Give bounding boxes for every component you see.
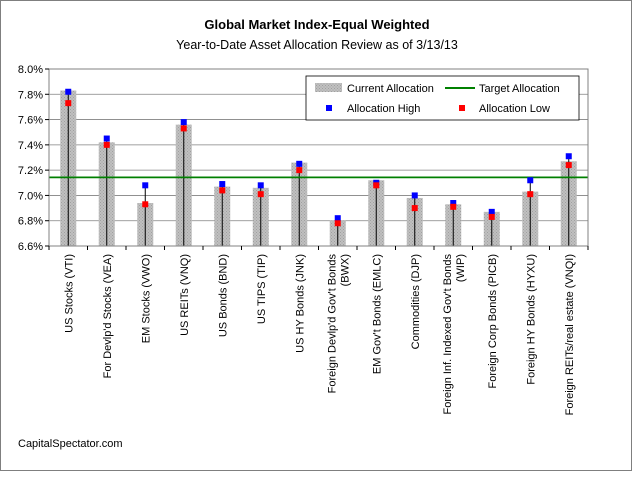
x-category-label: Foreign Devlp'd Gov't Bonds bbox=[326, 254, 338, 394]
marker-allocation-high bbox=[527, 177, 534, 184]
marker-allocation-low bbox=[334, 220, 341, 227]
marker-allocation-low bbox=[488, 213, 495, 220]
chart-subtitle: Year-to-Date Asset Allocation Review as … bbox=[176, 38, 458, 52]
y-tick-label: 7.4% bbox=[18, 140, 43, 152]
y-tick-label: 6.8% bbox=[18, 216, 43, 228]
x-category-label: For Devlp'd Stocks (VEA) bbox=[102, 254, 114, 378]
marker-allocation-high bbox=[142, 182, 149, 189]
chart-title: Global Market Index-Equal Weighted bbox=[204, 17, 429, 32]
x-category-label: EM Stocks (VWO) bbox=[140, 254, 152, 343]
marker-allocation-low bbox=[450, 203, 457, 210]
legend-label-allocation-high: Allocation High bbox=[347, 103, 420, 115]
marker-allocation-high bbox=[565, 153, 572, 160]
y-tick-label: 7.0% bbox=[18, 190, 43, 202]
legend: Current Allocation Target Allocation All… bbox=[305, 75, 580, 121]
legend-box bbox=[305, 75, 580, 121]
legend-swatch-current-allocation bbox=[315, 83, 342, 92]
x-category-label: Foreign Inf. Indexed Gov't Bonds bbox=[442, 254, 454, 415]
marker-allocation-high bbox=[334, 215, 341, 222]
x-category-label: US TIPS (TIP) bbox=[256, 254, 268, 324]
marker-allocation-low bbox=[103, 141, 110, 148]
axis-layer: 6.6% 6.8% 7.0% 7.2% 7.4% 7.6% 7.8% 8.0% US Stock… bbox=[18, 64, 589, 415]
marker-allocation-low bbox=[296, 167, 303, 174]
marker-allocation-high bbox=[180, 119, 187, 126]
marker-allocation-low bbox=[180, 125, 187, 132]
x-category-label: EM Gov't Bonds (EMLC) bbox=[371, 254, 383, 374]
marker-allocation-low bbox=[219, 187, 226, 194]
x-category-label: Foreign Corp Bonds (PICB) bbox=[487, 254, 499, 389]
x-category-label: Foreign REITs/real estate (VNQI) bbox=[564, 254, 576, 415]
x-category-label: (BWX) bbox=[339, 254, 351, 286]
marker-allocation-high bbox=[103, 135, 110, 142]
marker-allocation-high bbox=[65, 88, 72, 95]
x-category-label: US REITs (VNQ) bbox=[179, 254, 191, 336]
marker-allocation-high bbox=[257, 182, 264, 189]
y-tick-label: 6.6% bbox=[18, 241, 43, 253]
marker-allocation-high bbox=[450, 200, 457, 207]
x-category-label: US Stocks (VTI) bbox=[63, 254, 75, 333]
x-category-label: Foreign HY Bonds (HYXU) bbox=[525, 254, 537, 385]
marker-allocation-low bbox=[565, 162, 572, 169]
legend-swatch-allocation-high bbox=[326, 105, 332, 111]
bar-layer bbox=[60, 90, 577, 246]
y-tick-label: 8.0% bbox=[18, 64, 43, 76]
y-tick-label: 7.8% bbox=[18, 89, 43, 101]
marker-allocation-low bbox=[373, 182, 380, 189]
x-category-label: US HY Bonds (JNK) bbox=[294, 254, 306, 353]
x-category-label: (WIP) bbox=[455, 254, 467, 282]
marker-allocation-high bbox=[411, 192, 418, 199]
source-credit: CapitalSpectator.com bbox=[18, 438, 123, 450]
marker-allocation-high bbox=[219, 181, 226, 188]
marker-allocation-low bbox=[257, 191, 264, 198]
legend-label-current-allocation: Current Allocation bbox=[347, 83, 434, 95]
legend-label-target-allocation: Target Allocation bbox=[479, 83, 560, 95]
legend-label-allocation-low: Allocation Low bbox=[479, 103, 550, 115]
marker-allocation-high bbox=[488, 208, 495, 215]
marker-allocation-low bbox=[527, 191, 534, 198]
marker-allocation-low bbox=[411, 205, 418, 212]
legend-swatch-allocation-low bbox=[459, 105, 465, 111]
x-category-label: US Bonds (BND) bbox=[217, 254, 229, 337]
y-tick-label: 7.2% bbox=[18, 165, 43, 177]
marker-allocation-low bbox=[65, 100, 72, 107]
y-tick-label: 7.6% bbox=[18, 115, 43, 127]
marker-layer bbox=[65, 88, 572, 227]
marker-allocation-low bbox=[142, 201, 149, 208]
marker-allocation-high bbox=[296, 160, 303, 167]
x-category-label: Commodities (DJP) bbox=[410, 254, 422, 349]
